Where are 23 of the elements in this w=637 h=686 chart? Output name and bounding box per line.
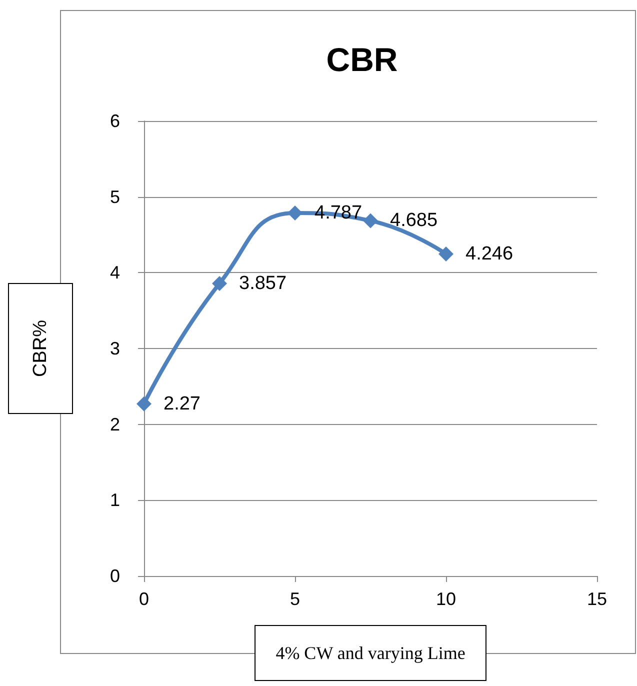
y-tick-label: 5 <box>110 186 120 207</box>
y-tick-label: 2 <box>110 414 120 434</box>
x-tick-label: 15 <box>586 589 608 609</box>
y-tick-label: 6 <box>110 111 120 131</box>
data-label: 4.246 <box>466 244 514 265</box>
data-label: 3.857 <box>239 273 287 294</box>
point <box>438 246 454 262</box>
point <box>212 276 227 292</box>
point <box>363 213 378 228</box>
point <box>136 396 152 412</box>
y-tick-label: 4 <box>110 262 120 283</box>
y-tick-label: 0 <box>110 566 120 586</box>
x-axis-title: 4% CW and varying Lime <box>276 643 466 663</box>
x-tick-label: 5 <box>290 589 300 609</box>
chart-title: CBR <box>326 41 398 78</box>
y-axis-title: CBR% <box>30 320 51 378</box>
x-tick-label: 10 <box>436 589 456 609</box>
x-tick-label: 0 <box>138 589 150 609</box>
data-label: 2.27 <box>164 393 200 414</box>
y-tick-label: 3 <box>110 338 120 358</box>
data-label: 4.685 <box>390 210 438 232</box>
y-tick-label: 1 <box>110 490 120 510</box>
point <box>288 205 302 220</box>
